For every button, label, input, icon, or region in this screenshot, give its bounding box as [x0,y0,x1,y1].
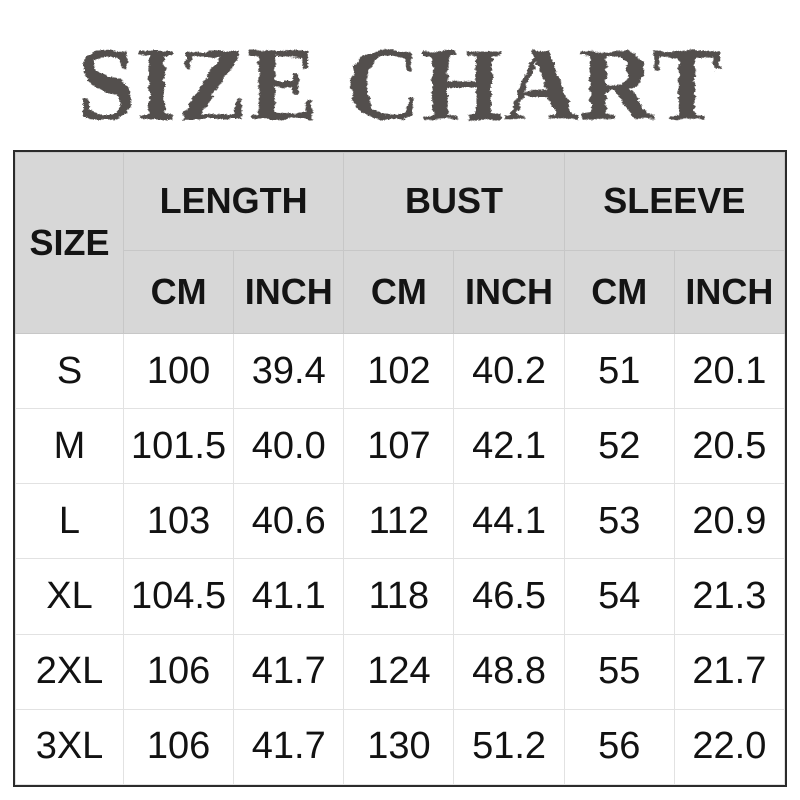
svg-text:SIZE CHART: SIZE CHART [78,27,723,142]
